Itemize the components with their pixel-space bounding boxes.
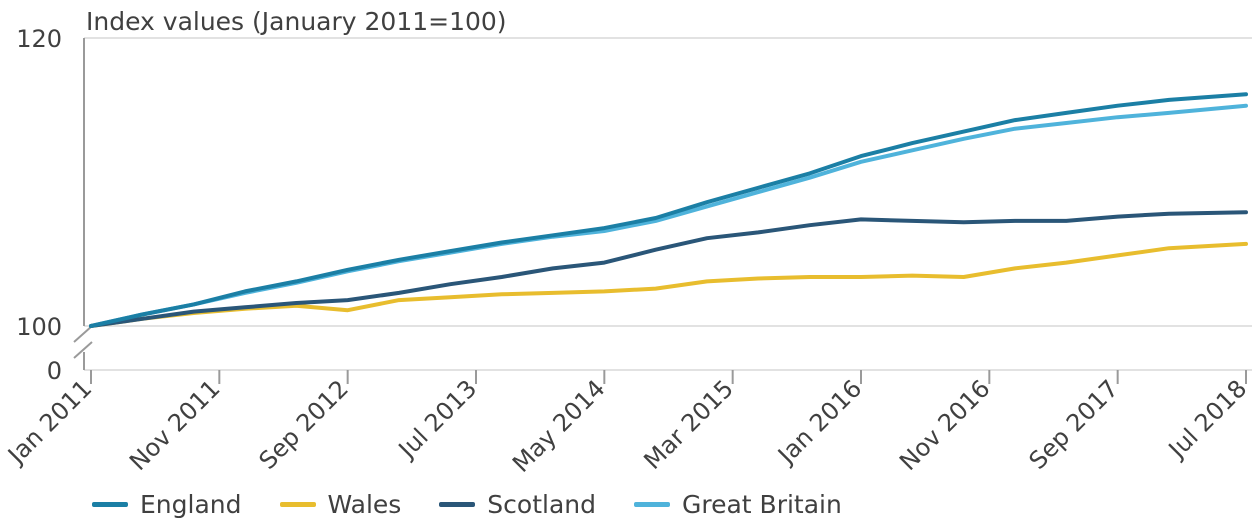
x-tick-label: Jul 2018 [1162, 374, 1252, 464]
legend-label: Wales [327, 490, 402, 519]
legend-swatch [279, 502, 316, 507]
legend-swatch [634, 502, 670, 507]
x-tick-label: Jan 2016 [771, 374, 867, 470]
chart-title: Index values (January 2011=100) [86, 7, 507, 36]
x-tick-label: Nov 2011 [124, 374, 226, 476]
y-tick-label: 100 [16, 313, 62, 341]
y-tick-label: 0 [47, 357, 62, 385]
legend-item-wales: Wales [279, 490, 402, 519]
x-tick-label: Mar 2015 [639, 374, 739, 474]
x-tick-label: Nov 2016 [894, 374, 996, 476]
axis-break-mark [73, 341, 93, 359]
legend-label: Great Britain [682, 490, 842, 519]
series-line-england [89, 92, 1248, 328]
legend-swatch [92, 502, 128, 507]
axis-break-mark [73, 325, 93, 343]
legend-item-scotland: Scotland [439, 490, 596, 519]
series-line-wales [89, 241, 1248, 328]
x-tick-label: May 2014 [507, 374, 610, 477]
axis-layer [73, 38, 1247, 384]
grid-layer [84, 37, 1252, 371]
legend-item-great-britain: Great Britain [634, 490, 842, 519]
y-tick-label: 120 [16, 25, 62, 53]
series-line-scotland [89, 210, 1248, 328]
x-tick-label: Sep 2012 [254, 374, 354, 474]
x-tick-label: Jul 2013 [392, 374, 482, 464]
series-layer [89, 92, 1248, 328]
line-chart: Index values (January 2011=100) 1201000J… [1, 7, 1252, 478]
x-tick-label: Sep 2017 [1024, 374, 1124, 474]
legend-label: Scotland [487, 490, 596, 519]
legend-swatch [439, 502, 476, 507]
legend: England Wales Scotland Great Britain [92, 490, 880, 519]
legend-label: England [140, 490, 242, 519]
legend-item-england: England [92, 490, 242, 519]
x-tick-label: Jan 2011 [1, 374, 97, 470]
